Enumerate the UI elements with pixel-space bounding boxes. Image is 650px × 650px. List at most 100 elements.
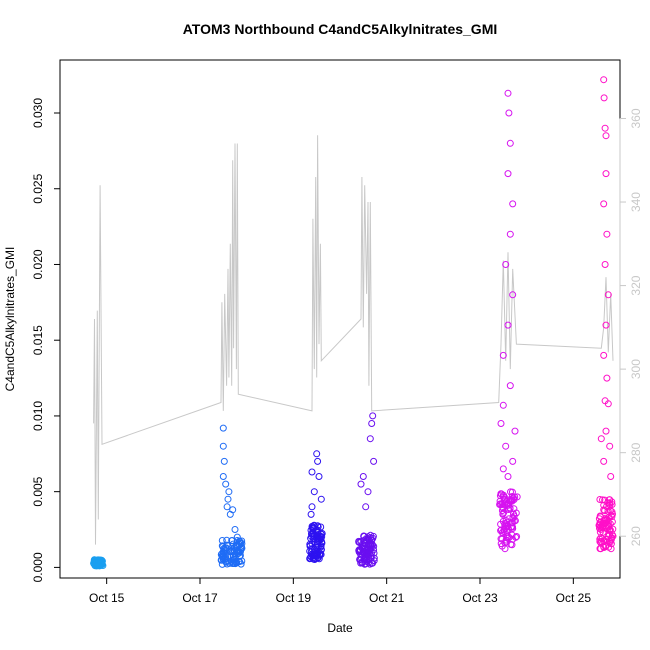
data-point (314, 538, 321, 546)
data-point (596, 519, 604, 527)
data-point (501, 500, 509, 508)
data-point (505, 109, 513, 117)
data-point (601, 496, 609, 504)
data-point (370, 546, 378, 554)
data-point (223, 503, 231, 511)
data-point (504, 473, 512, 480)
data-point (364, 488, 372, 496)
data-point (220, 457, 228, 465)
data-point (219, 551, 227, 559)
data-point (601, 124, 609, 132)
data-point (229, 506, 237, 514)
data-point (231, 547, 238, 555)
data-point (230, 556, 238, 563)
data-point (315, 542, 323, 550)
data-point (513, 493, 521, 501)
data-point (509, 457, 517, 465)
data-point (317, 545, 325, 553)
data-point (313, 450, 321, 458)
data-point (92, 562, 100, 570)
data-point (362, 503, 370, 511)
data-point (499, 465, 507, 473)
data-point (317, 495, 325, 503)
data-point (504, 321, 512, 329)
data-point (233, 533, 241, 541)
data-point (217, 556, 225, 564)
data-point (607, 511, 615, 519)
x-axis-label: Date (327, 621, 353, 635)
data-point (499, 351, 507, 359)
y-tick-label: 0.010 (31, 401, 45, 431)
data-point (596, 535, 604, 543)
data-point (506, 139, 514, 147)
points-layer (90, 76, 617, 570)
data-point (600, 200, 608, 208)
series-6 (595, 76, 617, 553)
data-point (501, 496, 509, 503)
data-point (363, 549, 371, 557)
data-point (508, 531, 516, 539)
right-tick-label: 280 (629, 442, 643, 462)
data-point (601, 507, 609, 515)
chart-title: ATOM3 Northbound C4andC5Alkylnitrates_GM… (183, 21, 498, 37)
series-2 (217, 424, 246, 568)
series-3 (306, 450, 326, 563)
data-point (601, 514, 609, 522)
data-point (502, 442, 510, 450)
data-point (314, 457, 322, 465)
data-point (358, 544, 366, 552)
data-point (504, 89, 512, 97)
data-point (606, 442, 614, 450)
data-point (219, 473, 227, 480)
data-point (601, 261, 609, 268)
data-point (604, 400, 612, 408)
x-tick-label: Oct 15 (89, 591, 125, 605)
data-point (608, 508, 616, 516)
data-point (499, 401, 507, 409)
y-tick-label: 0.005 (31, 476, 45, 506)
data-point (508, 493, 516, 500)
data-point (356, 547, 364, 555)
data-point (607, 473, 615, 480)
data-point (355, 537, 363, 545)
y-axis-label: C4andC5Alkylnitrates_GMI (3, 247, 17, 392)
data-point (369, 412, 377, 420)
data-point (597, 435, 605, 443)
data-point (219, 554, 227, 562)
data-point (238, 544, 246, 552)
right-axis-series-line (93, 135, 614, 545)
data-point (509, 514, 517, 521)
x-tick-label: Oct 19 (276, 591, 312, 605)
right-axis-series-layer (93, 135, 614, 545)
data-point (308, 468, 316, 476)
data-point (307, 534, 315, 542)
data-point (308, 503, 316, 511)
data-point (503, 528, 511, 536)
y-axis: 0.000 0.005 0.010 0.015 0.020 0.025 0.030 (31, 98, 61, 582)
data-point (310, 488, 318, 496)
right-tick-label: 260 (629, 526, 643, 546)
y-tick-label: 0.025 (31, 173, 45, 203)
right-tick-label: 300 (629, 359, 643, 379)
data-point (508, 541, 516, 549)
right-tick-label: 320 (629, 275, 643, 295)
data-point (502, 261, 510, 268)
data-point (368, 536, 376, 544)
data-point (361, 560, 369, 568)
data-point (234, 548, 242, 556)
data-point (314, 522, 322, 530)
data-point (602, 132, 610, 140)
y-tick-label: 0.000 (31, 552, 45, 582)
data-point (236, 541, 244, 549)
data-point (506, 504, 514, 512)
data-point (367, 554, 375, 562)
data-point (607, 540, 615, 548)
data-point (222, 480, 230, 488)
data-point (225, 488, 233, 496)
data-point (359, 473, 367, 480)
data-point (370, 554, 378, 562)
data-point (609, 532, 617, 540)
right-tick-label: 340 (629, 192, 643, 212)
data-point (497, 490, 505, 498)
data-point (504, 523, 512, 531)
